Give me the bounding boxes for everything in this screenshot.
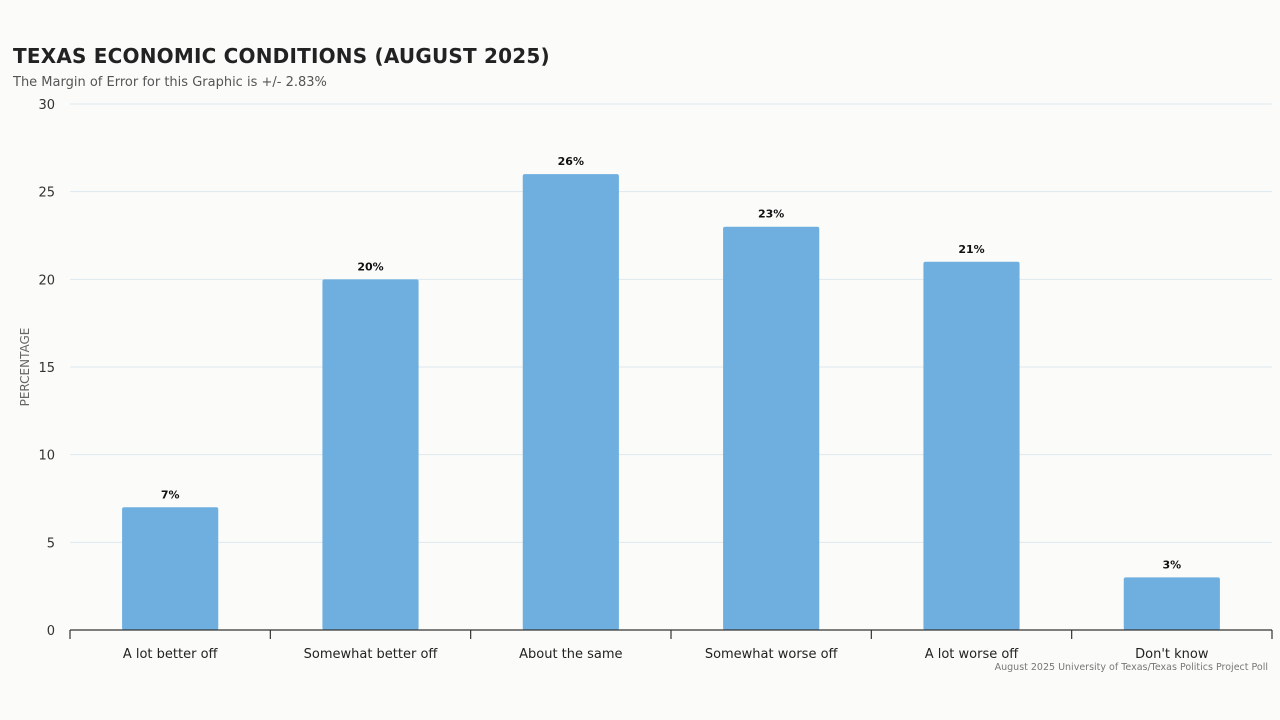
x-tick-label: Don't know — [1135, 647, 1209, 662]
bar — [723, 226, 820, 630]
bar — [522, 174, 619, 630]
chart-subtitle: The Margin of Error for this Graphic is … — [13, 75, 327, 90]
y-tick-label: 15 — [38, 361, 55, 376]
source-credit: August 2025 University of Texas/Texas Po… — [994, 662, 1268, 673]
x-tick-label: Somewhat better off — [304, 647, 439, 662]
chart-title: TEXAS ECONOMIC CONDITIONS (AUGUST 2025) — [13, 44, 550, 68]
bar — [1123, 577, 1220, 630]
x-tick-label: A lot better off — [123, 647, 219, 662]
y-tick-label: 20 — [38, 273, 55, 288]
x-tick-label: About the same — [519, 647, 622, 662]
y-tick-label: 25 — [38, 186, 55, 201]
y-tick-label: 10 — [38, 449, 55, 464]
data-label: 7% — [161, 488, 180, 501]
bar — [122, 507, 219, 630]
data-label: 26% — [558, 155, 584, 168]
data-label: 21% — [958, 243, 984, 256]
data-label: 3% — [1162, 558, 1181, 571]
y-axis-title: PERCENTAGE — [18, 328, 32, 407]
x-tick-label: Somewhat worse off — [705, 647, 839, 662]
y-tick-label: 0 — [47, 624, 55, 639]
y-tick-label: 30 — [38, 98, 55, 113]
bar — [923, 261, 1020, 630]
x-tick-label: A lot worse off — [925, 647, 1020, 662]
data-label: 23% — [758, 208, 784, 221]
bar — [322, 279, 419, 630]
data-label: 20% — [357, 260, 383, 273]
y-tick-label: 5 — [47, 536, 55, 551]
